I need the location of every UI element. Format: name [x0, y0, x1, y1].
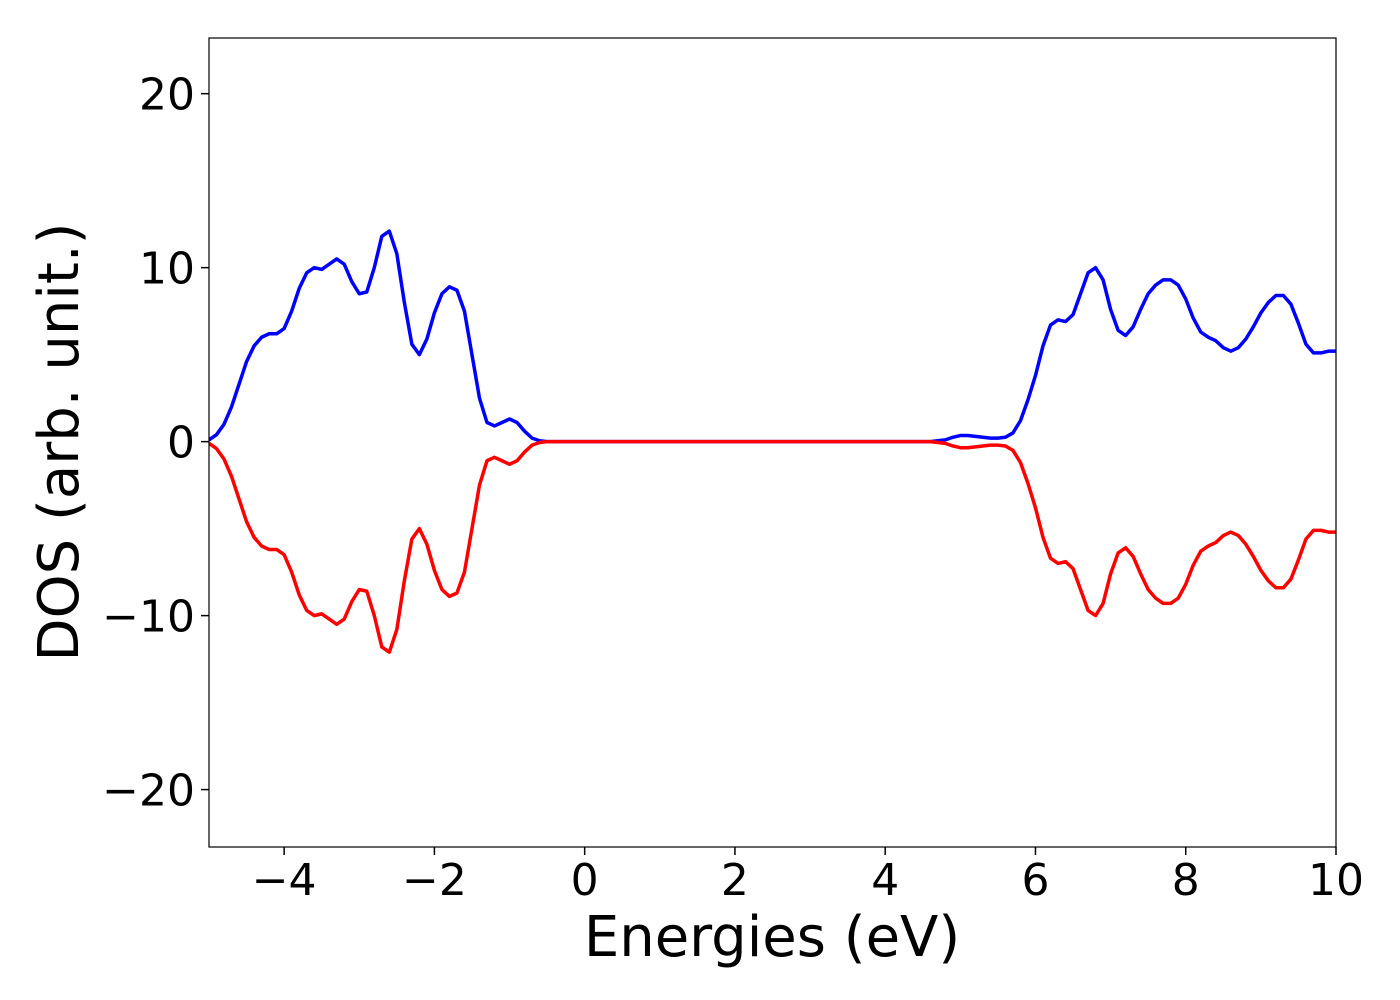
y-tick-label: 20 — [139, 70, 195, 121]
y-tick-label: 0 — [167, 418, 195, 469]
x-axis-label: Energies (eV) — [584, 905, 960, 970]
x-tick-label: −2 — [402, 855, 467, 906]
y-tick-label: −10 — [102, 592, 195, 643]
x-tick-label: 8 — [1172, 855, 1200, 906]
y-axis-label: DOS (arb. unit.) — [27, 222, 92, 661]
x-tick-label: 0 — [571, 855, 599, 906]
y-tick-label: −20 — [102, 766, 195, 817]
x-tick-label: 2 — [721, 855, 749, 906]
x-tick-label: 6 — [1021, 855, 1049, 906]
line — [209, 229, 1336, 444]
x-tick-label: 4 — [871, 855, 899, 906]
line — [209, 439, 1336, 654]
plot-frame — [208, 37, 1337, 848]
x-tick-label: −4 — [252, 855, 317, 906]
y-tick-label: 10 — [139, 244, 195, 295]
x-tick-label: 10 — [1308, 855, 1364, 906]
